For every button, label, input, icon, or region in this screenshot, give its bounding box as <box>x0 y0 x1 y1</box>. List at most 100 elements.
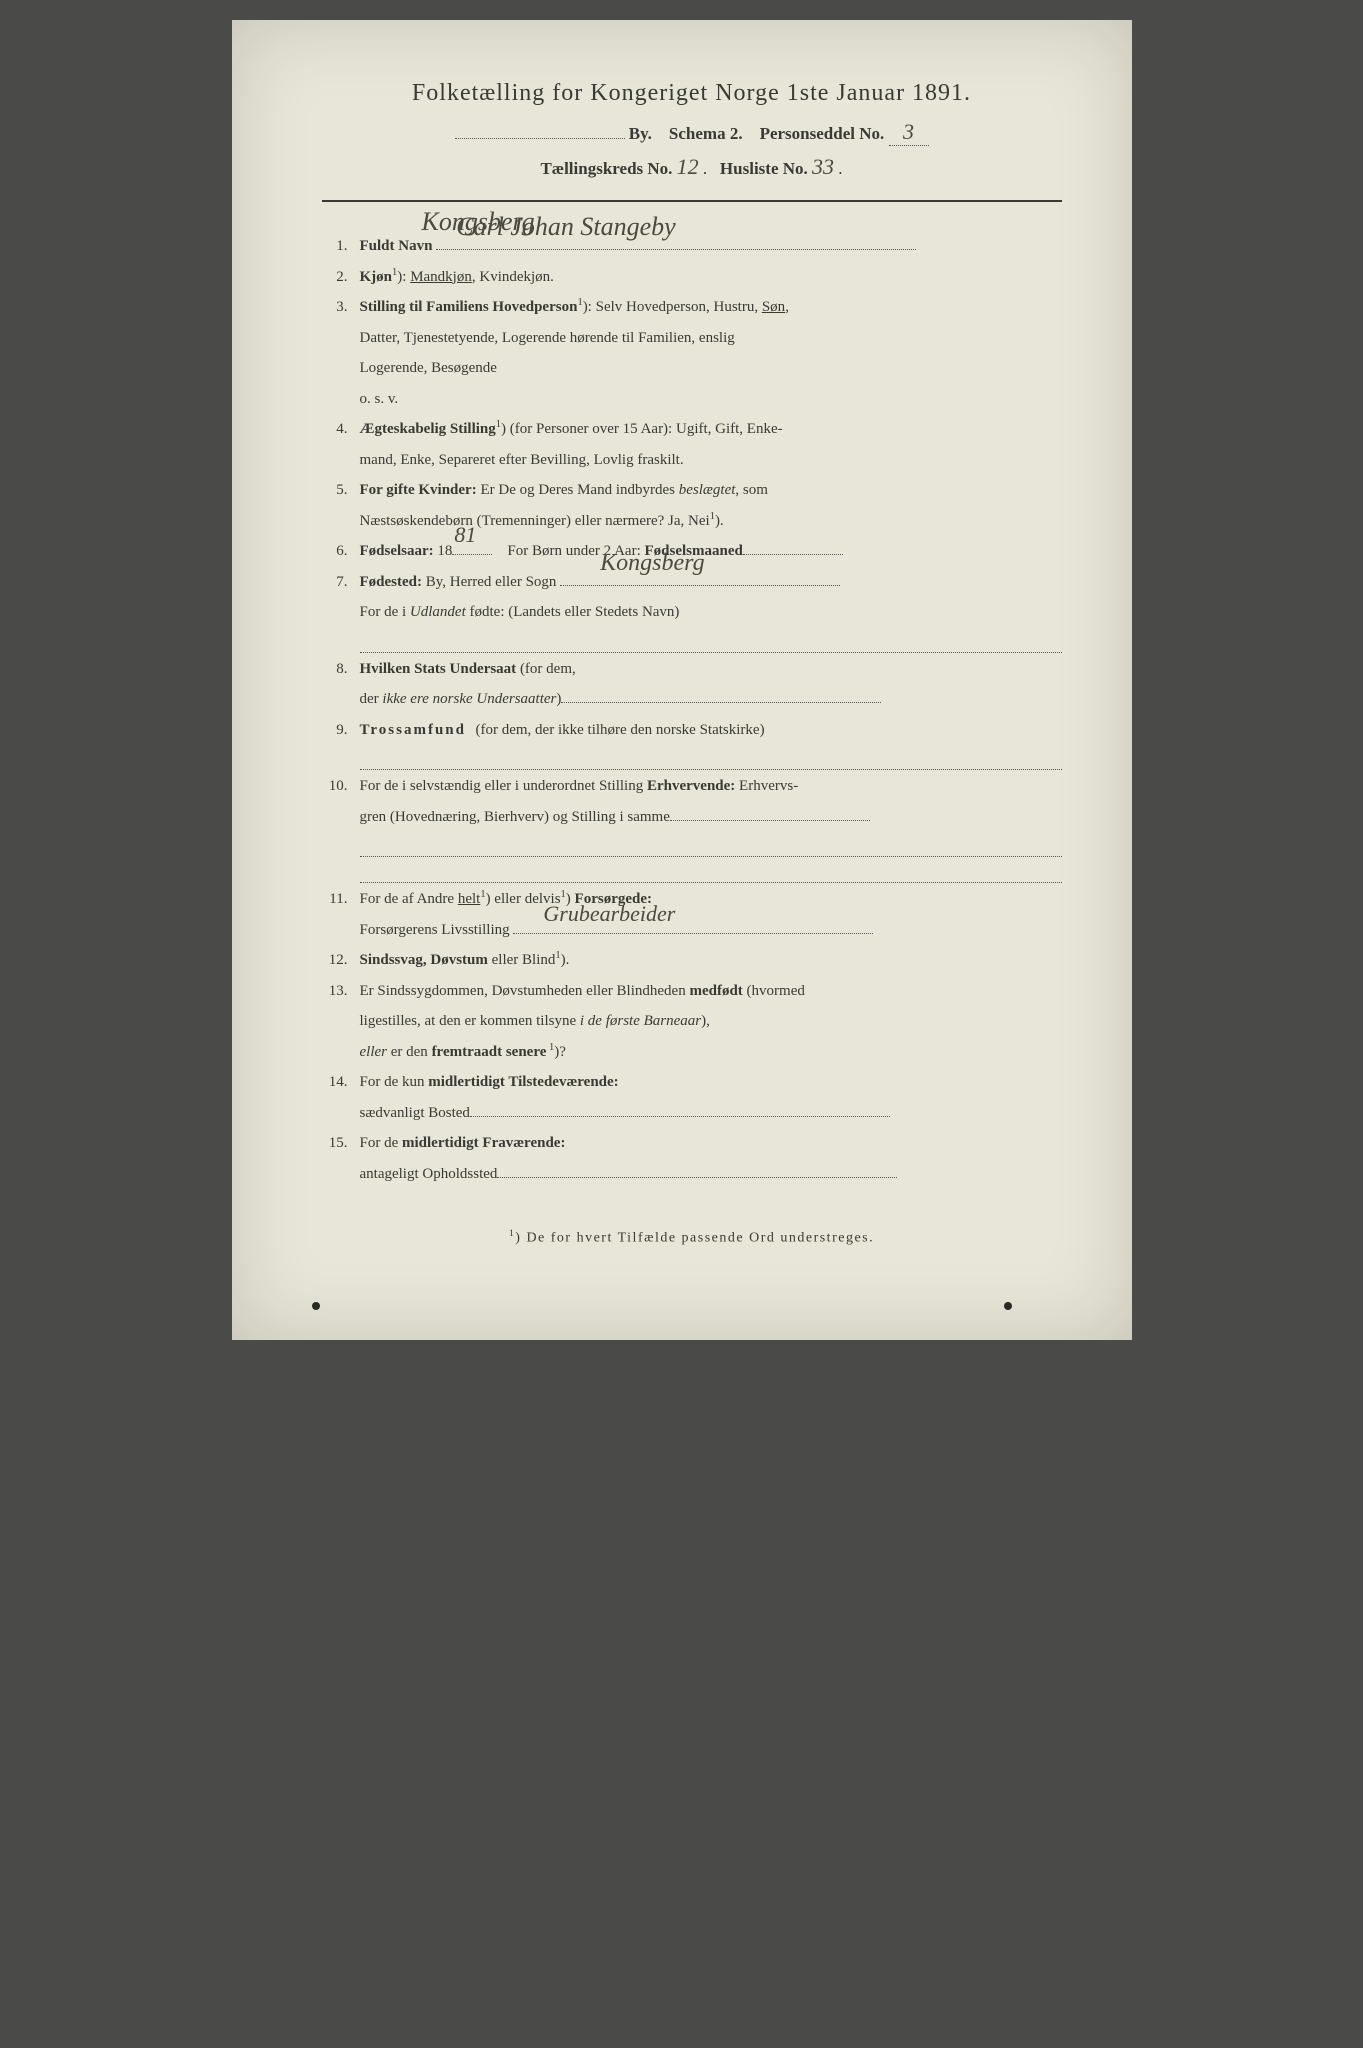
row-num: 13. <box>322 977 360 1006</box>
blank-line <box>360 833 1062 857</box>
row-10d <box>322 859 1062 883</box>
row-content: mand, Enke, Separeret efter Bevilling, L… <box>360 446 1062 475</box>
l2: antageligt Opholdssted <box>360 1166 498 1182</box>
text: eller Blind <box>492 952 556 968</box>
row-content: Kjøn1): Mandkjøn, Kvindekjøn. <box>360 263 1062 292</box>
row-8: 8. Hvilken Stats Undersaat (for dem, <box>322 655 1062 684</box>
opt-selected: Søn <box>762 299 785 315</box>
row-content: For de i selvstændig eller i underordnet… <box>360 772 1062 801</box>
blank-line <box>670 804 870 821</box>
ital: beslægtet <box>679 482 736 498</box>
row-num: 4. <box>322 415 360 444</box>
label: Kjøn <box>360 269 393 285</box>
row-content: eller er den fremtraadt senere 1)? <box>360 1038 1062 1067</box>
row-14: 14. For de kun midlertidigt Tilstedevære… <box>322 1068 1062 1097</box>
row-content <box>360 859 1062 883</box>
row-content: Hvilken Stats Undersaat (for dem, <box>360 655 1062 684</box>
row-content: For de midlertidigt Fraværende: <box>360 1129 1062 1158</box>
blank-line <box>360 629 1062 653</box>
row-15: 15. For de midlertidigt Fraværende: <box>322 1129 1062 1158</box>
row-content: antageligt Opholdssted <box>360 1160 1062 1189</box>
livsstilling-field: Grubearbeider <box>513 917 873 934</box>
row-content: For de kun midlertidigt Tilstedeværende: <box>360 1068 1062 1097</box>
row-content: Fuldt Navn Carl Johan Stangeby <box>360 232 1062 261</box>
row-content: Trossamfund (for dem, der ikke tilhøre d… <box>360 716 1062 745</box>
personseddel-label: Personseddel No. <box>760 124 885 143</box>
bold: Sindssvag, Døvstum <box>360 952 492 968</box>
l2: gren (Hovednæring, Bierhverv) og Stillin… <box>360 809 670 825</box>
label: Trossamfund <box>360 722 472 738</box>
row-10c <box>322 833 1062 857</box>
row-3b: Datter, Tjenestetyende, Logerende hørend… <box>322 324 1062 353</box>
row-12: 12. Sindssvag, Døvstum eller Blind1). <box>322 946 1062 975</box>
b1: Erhvervende: <box>647 778 739 794</box>
label: Fødested: <box>360 574 426 590</box>
prefix: 18 <box>437 543 452 559</box>
t1: Er De og Deres Mand indbyrdes <box>480 482 678 498</box>
row-num: 7. <box>322 568 360 597</box>
bold: midlertidigt Fraværende: <box>402 1135 565 1151</box>
row-content: sædvanligt Bosted <box>360 1099 1062 1128</box>
row-content: Fødested: By, Herred eller Sogn Kongsber… <box>360 568 1062 597</box>
text: (for dem, der ikke tilhøre den norske St… <box>475 722 764 738</box>
row-num: 6. <box>322 537 360 566</box>
year-field: 81 <box>452 539 492 556</box>
census-form-page: Folketælling for Kongeriget Norge 1ste J… <box>232 20 1132 1340</box>
divider <box>322 200 1062 202</box>
l2b: ), <box>701 1013 710 1029</box>
l2: Næstsøskendebørn (Tremenninger) eller næ… <box>360 513 710 529</box>
row-9: 9. Trossamfund (for dem, der ikke tilhør… <box>322 716 1062 745</box>
tellingskreds-field: 12 <box>677 159 703 178</box>
b3: fremtraadt senere <box>432 1044 547 1060</box>
b1: medfødt <box>689 983 746 999</box>
row-content: Datter, Tjenestetyende, Logerende hørend… <box>360 324 1062 353</box>
title: Folketælling for Kongeriget Norge 1ste J… <box>322 80 1062 107</box>
t1: For de kun <box>360 1074 429 1090</box>
tellingskreds-no: 12 <box>677 154 699 180</box>
month-field <box>743 539 843 556</box>
tellingskreds-label: Tællingskreds No. <box>540 159 672 178</box>
row-num: 15. <box>322 1129 360 1158</box>
row-content: Forsørgerens Livsstilling Grubearbeider <box>360 916 1062 945</box>
row-num: 9. <box>322 716 360 745</box>
end: ). <box>715 513 724 529</box>
row-3c: Logerende, Besøgende <box>322 354 1062 383</box>
row-content: Fødselsaar: 1881 For Børn under 2 Aar: F… <box>360 537 1062 566</box>
label: Stilling til Familiens Hovedperson <box>360 299 578 315</box>
row-num: 11. <box>322 885 360 914</box>
row-content: For de af Andre helt1) eller delvis1) Fo… <box>360 885 1062 914</box>
fodested-value: Kongsberg <box>600 541 704 587</box>
row-content <box>360 833 1062 857</box>
row-content: For de i Udlandet fødte: (Landets eller … <box>360 598 1062 627</box>
row-15b: antageligt Opholdssted <box>322 1160 1062 1189</box>
row-content: Logerende, Besøgende <box>360 354 1062 383</box>
l2a: der <box>360 691 383 707</box>
blank-line <box>470 1100 890 1117</box>
comma: , <box>785 299 789 315</box>
husliste-no: 33 <box>812 154 834 180</box>
row-content: For gifte Kvinder: Er De og Deres Mand i… <box>360 476 1062 505</box>
row-content: ligestilles, at den er kommen tilsyne i … <box>360 1007 1062 1036</box>
row-1: 1. Fuldt Navn Carl Johan Stangeby <box>322 232 1062 261</box>
t1: For de <box>360 1135 403 1151</box>
t2: , som <box>735 482 768 498</box>
t1: Er Sindssygdommen, Døvstumheden eller Bl… <box>360 983 690 999</box>
row-content: Er Sindssygdommen, Døvstumheden eller Bl… <box>360 977 1062 1006</box>
row-4b: mand, Enke, Separeret efter Bevilling, L… <box>322 446 1062 475</box>
label: Ægteskabelig Stilling <box>360 421 496 437</box>
row-content <box>360 629 1062 653</box>
ink-mark <box>312 1302 320 1310</box>
t1: By, Herred eller Sogn <box>426 574 557 590</box>
row-num: 14. <box>322 1068 360 1097</box>
row-13: 13. Er Sindssygdommen, Døvstumheden elle… <box>322 977 1062 1006</box>
row-num: 1. <box>322 232 360 261</box>
row-14b: sædvanligt Bosted <box>322 1099 1062 1128</box>
end: ). <box>561 952 570 968</box>
label: For gifte Kvinder: <box>360 482 481 498</box>
personseddel-field: 3 <box>889 119 929 146</box>
row-3: 3. Stilling til Familiens Hovedperson1):… <box>322 293 1062 322</box>
l2: sædvanligt Bosted <box>360 1105 470 1121</box>
ital: Udlandet <box>410 604 466 620</box>
year-value: 81 <box>454 514 476 556</box>
t1: For de af Andre <box>360 891 458 907</box>
